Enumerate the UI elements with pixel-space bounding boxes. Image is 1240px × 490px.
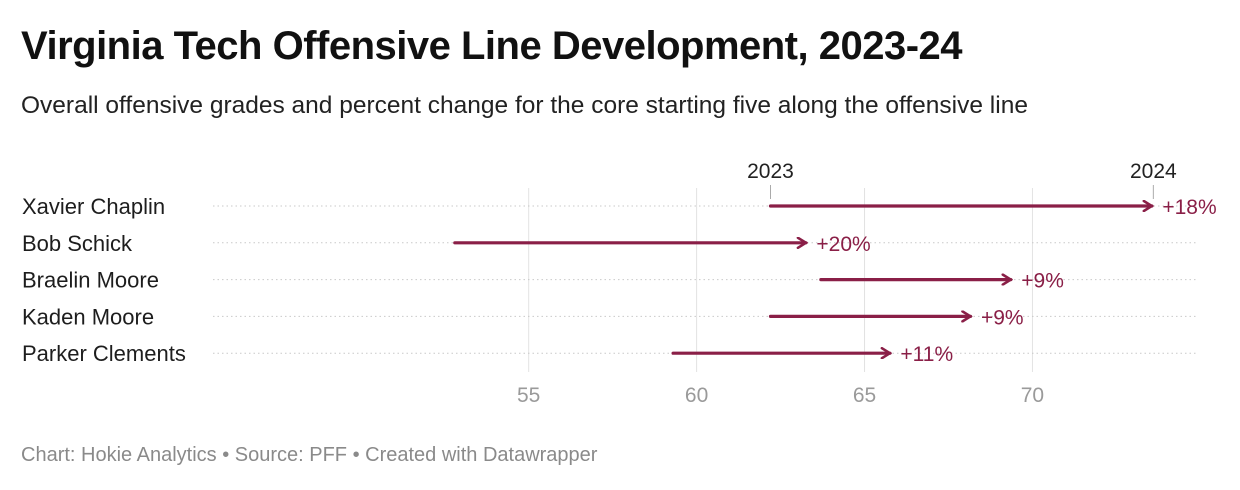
arrows — [453, 206, 1152, 353]
row-label: Parker Clements — [22, 341, 186, 366]
change-label: +9% — [981, 306, 1024, 329]
year-label-start: 2023 — [747, 160, 794, 183]
arrow-chart: 55 60 65 70 Xavier Chaplin +18% Bob Schick +20%… — [22, 160, 1217, 407]
chart-title: Virginia Tech Offensive Line Development… — [21, 24, 963, 68]
x-tick-label: 55 — [517, 384, 540, 407]
row-label: Bob Schick — [22, 231, 133, 256]
change-label: +11% — [900, 343, 953, 366]
year-label-end: 2024 — [1130, 160, 1177, 183]
row-label: Kaden Moore — [22, 304, 154, 329]
row-label: Braelin Moore — [22, 268, 159, 293]
change-label: +20% — [816, 233, 870, 256]
row-label: Xavier Chaplin — [22, 194, 165, 219]
chart-footer: Chart: Hokie Analytics • Source: PFF • C… — [21, 444, 598, 466]
x-tick-label: 70 — [1021, 384, 1044, 407]
change-label: +9% — [1021, 270, 1064, 293]
chart-subtitle: Overall offensive grades and percent cha… — [21, 92, 1028, 119]
labels: 55 60 65 70 Xavier Chaplin +18% Bob Schick +20%… — [22, 160, 1217, 407]
x-tick-label: 65 — [853, 384, 876, 407]
x-tick-label: 60 — [685, 384, 708, 407]
change-label: +18% — [1162, 196, 1216, 219]
